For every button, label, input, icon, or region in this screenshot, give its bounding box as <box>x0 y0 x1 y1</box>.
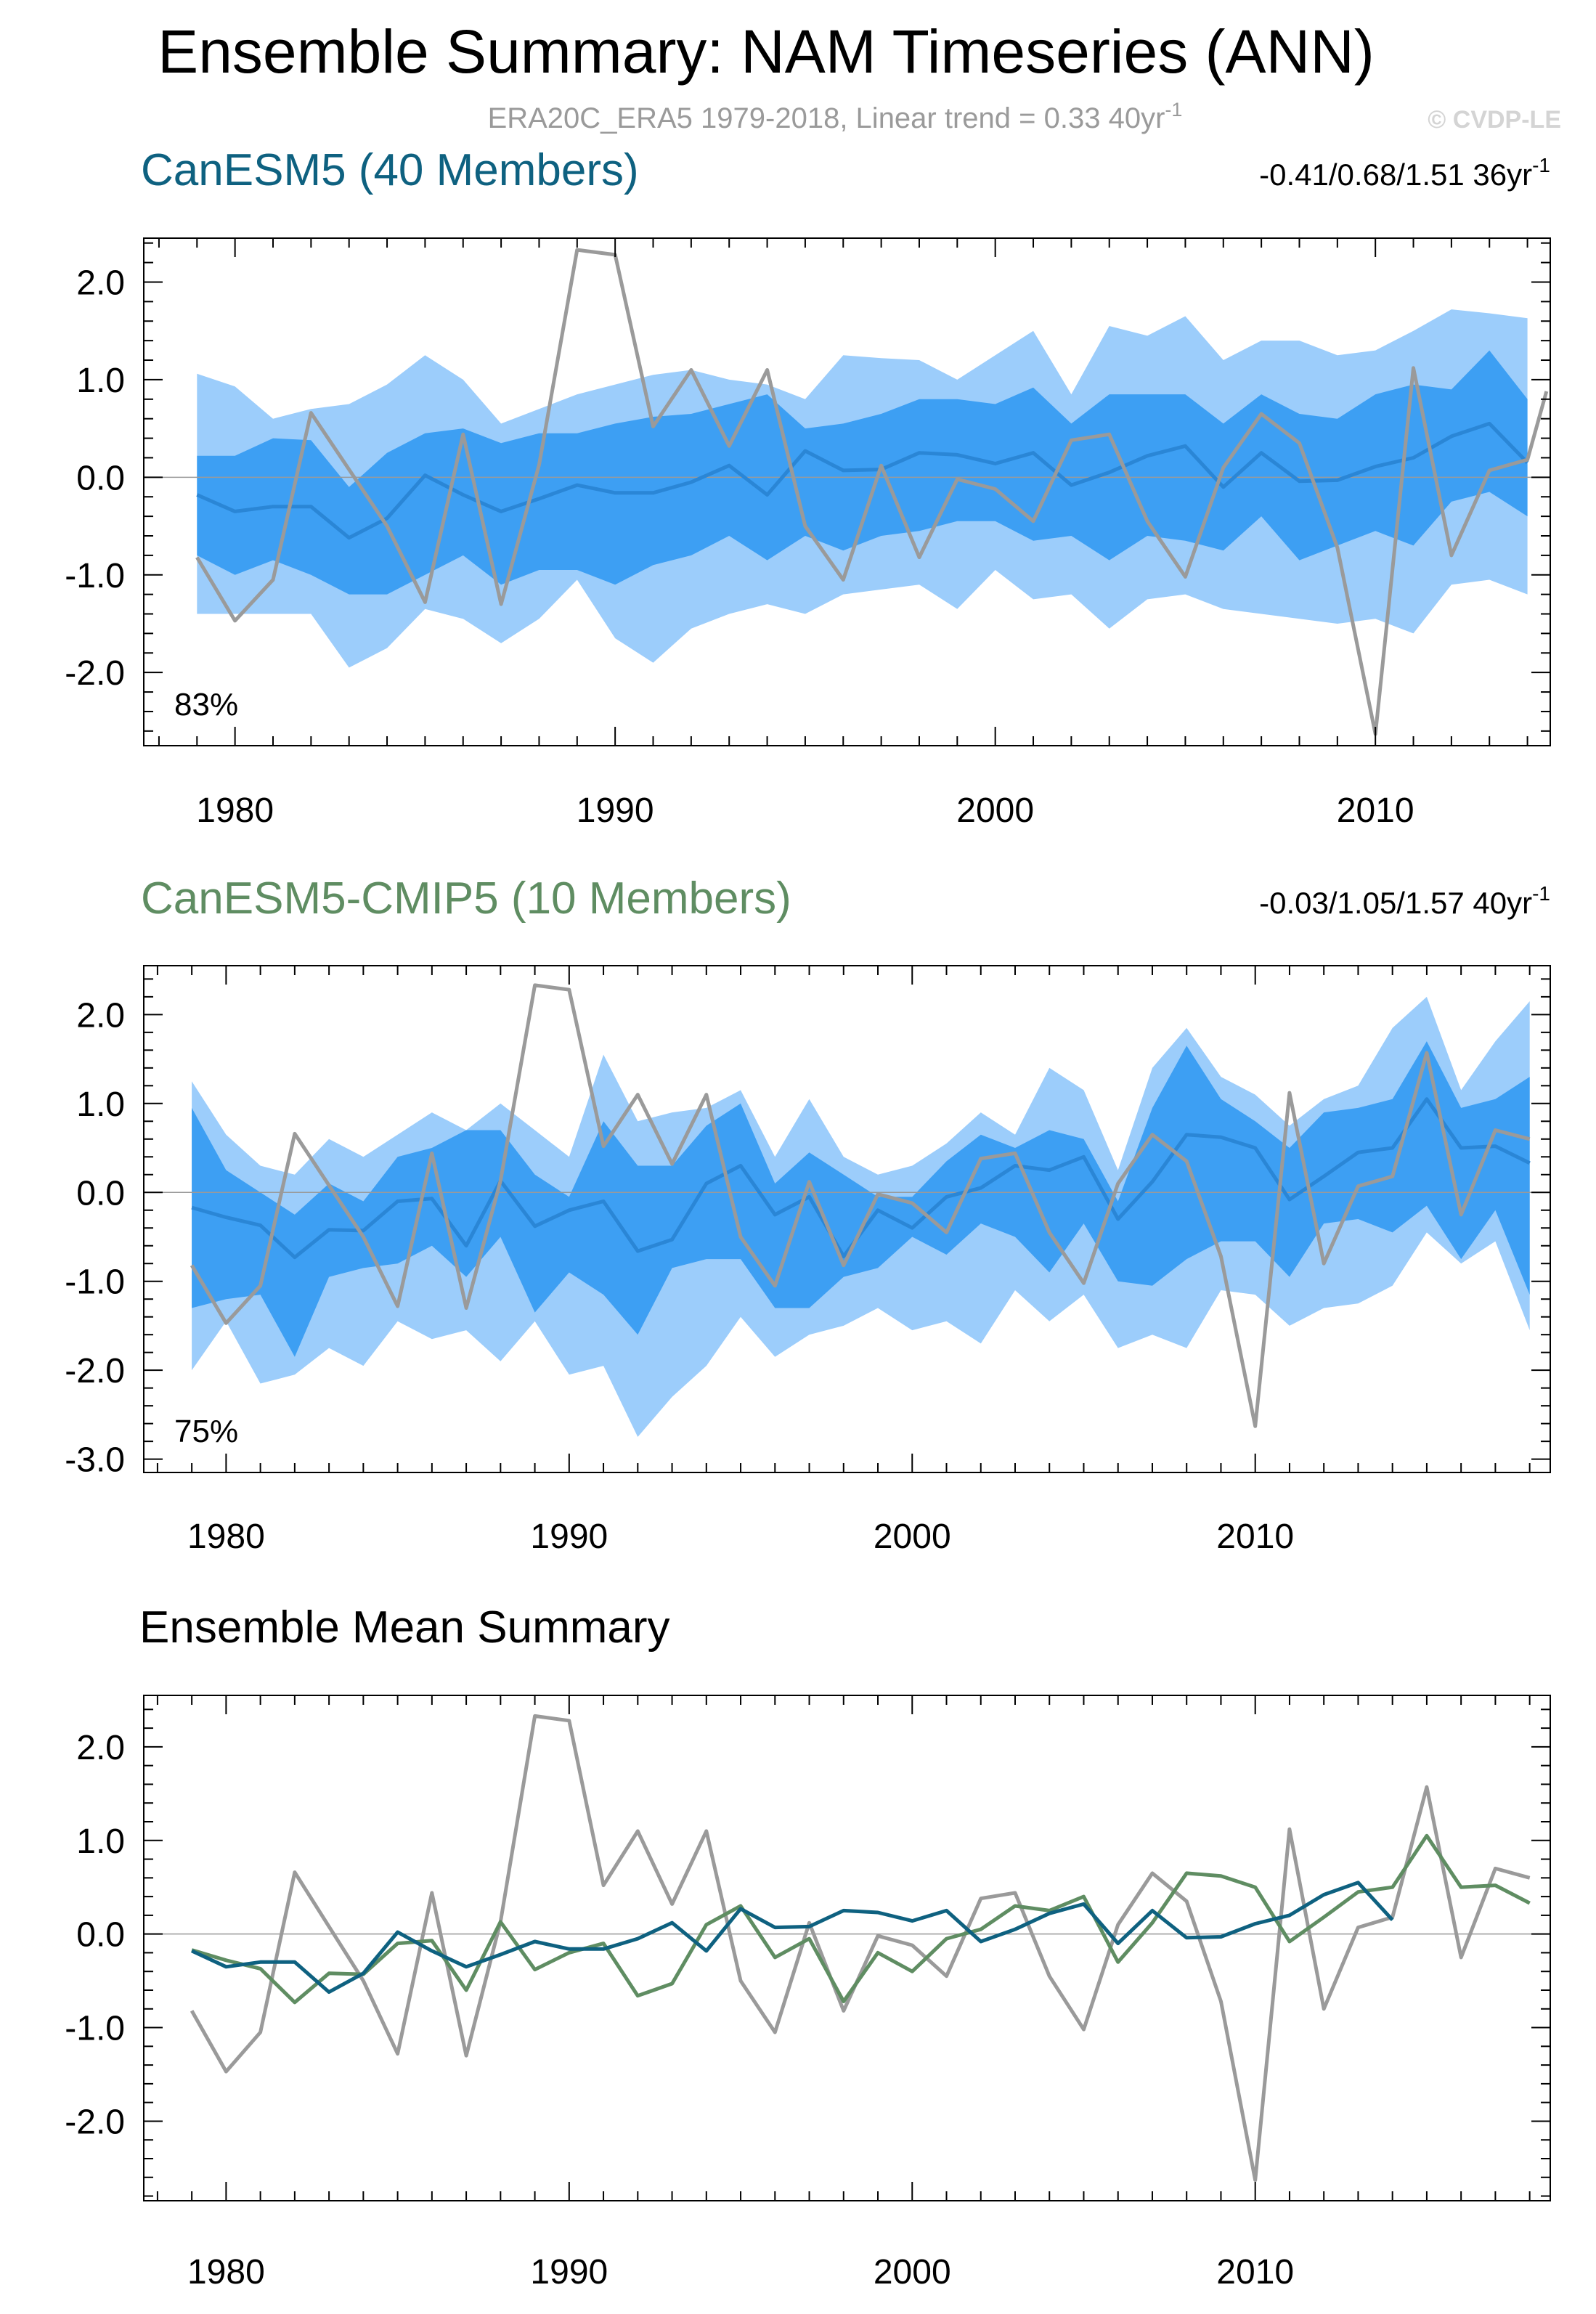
panel-stats-text: -0.03/1.05/1.57 40yr <box>1259 886 1532 920</box>
cmip5-panel: CanESM5-CMIP5 (10 Members) -0.03/1.05/1.5… <box>65 873 1551 1556</box>
x-tick-label: 1980 <box>187 1517 265 1556</box>
canesm5-panel: CanESM5 (40 Members) -0.41/0.68/1.51 36yr… <box>65 145 1551 830</box>
x-tick-label: 2010 <box>1216 1517 1294 1556</box>
figure-subtitle-text: ERA20C_ERA5 1979-2018, Linear trend = 0.… <box>488 102 1165 134</box>
y-tick-label: -1.0 <box>65 557 125 595</box>
y-tick-label: 2.0 <box>76 1729 125 1767</box>
y-tick-label: -2.0 <box>65 654 125 693</box>
inner-spread-band <box>192 1041 1530 1357</box>
x-tick-label: 2000 <box>956 791 1034 830</box>
observations-line <box>190 983 1531 1428</box>
x-tick-label: 1980 <box>187 2253 265 2291</box>
y-tick-label: -3.0 <box>65 1441 125 1480</box>
plot-frame <box>143 237 1551 746</box>
x-tick-label: 1990 <box>530 1517 608 1556</box>
plot-area <box>144 248 1550 736</box>
y-tick-label: 1.0 <box>76 362 125 400</box>
observations-line <box>190 1714 1531 2183</box>
ensemble-mean-line <box>196 421 1529 540</box>
x-tick-label: 1990 <box>577 791 654 830</box>
copyright-label: © CVDP-LE <box>1428 106 1561 134</box>
y-tick-label: -1.0 <box>65 2010 125 2048</box>
y-tick-label: -1.0 <box>65 1263 125 1302</box>
x-tick-label: 2010 <box>1216 2253 1294 2291</box>
observations-line <box>195 248 1549 736</box>
panel-stats-text: -0.41/0.68/1.51 36yr <box>1259 158 1532 192</box>
y-tick-label: 2.0 <box>76 996 125 1035</box>
y-tick-label: 0.0 <box>76 459 125 497</box>
x-tick-label: 2000 <box>874 2253 951 2291</box>
panel-stats: -0.03/1.05/1.57 40yr-1 <box>1259 882 1550 920</box>
y-tick-label: -2.0 <box>65 1352 125 1390</box>
panel-stats: -0.41/0.68/1.51 36yr-1 <box>1259 154 1550 192</box>
y-tick-label: 0.0 <box>76 1174 125 1213</box>
y-tick-label: 1.0 <box>76 1822 125 1861</box>
x-tick-label: 2010 <box>1337 791 1414 830</box>
x-tick-label: 2000 <box>874 1517 951 1556</box>
percent-label: 83% <box>174 687 238 722</box>
x-tick-label: 1980 <box>196 791 274 830</box>
panel-stats-sup: -1 <box>1532 154 1550 176</box>
panel-stats-sup: -1 <box>1532 882 1550 905</box>
x-tick-label: 1990 <box>530 2253 608 2291</box>
figure-subtitle-sup: -1 <box>1165 99 1182 121</box>
plot-area <box>144 983 1550 1437</box>
panel-title: CanESM5-CMIP5 (10 Members) <box>141 873 791 924</box>
panel-title: Ensemble Mean Summary <box>139 1602 670 1653</box>
figure-title: Ensemble Summary: NAM Timeseries (ANN) <box>158 17 1375 86</box>
plot-frame <box>143 965 1551 1473</box>
inner-spread-band <box>197 350 1528 595</box>
y-tick-label: -2.0 <box>65 2103 125 2141</box>
canesm5-cmip5-line <box>191 1833 1531 2005</box>
canesm5-line <box>191 1881 1394 1995</box>
plot-area <box>144 1714 1550 2183</box>
percent-label: 75% <box>174 1414 238 1449</box>
y-tick-label: 1.0 <box>76 1085 125 1124</box>
y-tick-label: 2.0 <box>76 264 125 302</box>
plot-frame <box>143 1695 1551 2201</box>
y-tick-label: 0.0 <box>76 1916 125 1955</box>
panel-title: CanESM5 (40 Members) <box>141 145 639 195</box>
mean-summary-panel: Ensemble Mean Summary 2.0 1.0 0.0 -1.0 -2.0 19… <box>65 1602 1551 2291</box>
figure-subtitle: ERA20C_ERA5 1979-2018, Linear trend = 0.… <box>488 99 1183 134</box>
